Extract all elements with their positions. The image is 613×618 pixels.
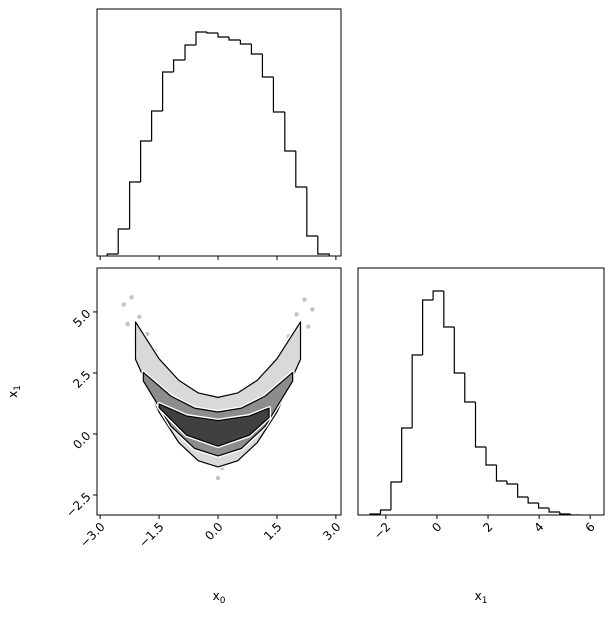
axis-label-sub: 1 xyxy=(13,385,23,391)
histogram-step xyxy=(250,44,263,55)
histogram-step xyxy=(228,37,241,41)
contour xyxy=(142,371,294,457)
histogram-step xyxy=(239,40,252,45)
histogram-step xyxy=(485,447,497,466)
scatter-point xyxy=(294,312,299,317)
histogram-step xyxy=(432,290,444,300)
histogram-step xyxy=(184,44,197,60)
histogram-step xyxy=(495,465,507,482)
histogram-step xyxy=(306,187,318,237)
histogram-step xyxy=(129,181,141,229)
histogram-step xyxy=(422,299,434,355)
histogram-step xyxy=(151,110,163,141)
axis-label-sub: 1 xyxy=(482,596,488,606)
scatter-point xyxy=(302,297,307,302)
axes-frame xyxy=(96,8,342,257)
histogram-step xyxy=(261,54,274,78)
axis-label: x1 xyxy=(475,589,488,606)
axes-frame xyxy=(357,267,605,516)
histogram-step xyxy=(379,509,391,514)
histogram-step xyxy=(464,373,476,403)
axis-label-sub: 0 xyxy=(220,596,226,606)
histogram-step xyxy=(117,228,130,254)
histogram-step xyxy=(506,481,518,485)
histogram-step xyxy=(317,236,330,256)
scatter-point xyxy=(215,475,221,481)
histogram-step xyxy=(284,112,296,152)
histogram-step xyxy=(538,503,550,509)
plot-area xyxy=(369,290,581,515)
histogram-step xyxy=(140,140,152,182)
histogram-step xyxy=(295,151,307,188)
histogram-step xyxy=(517,484,529,498)
histogram-step xyxy=(217,33,230,38)
histogram-step xyxy=(453,327,465,374)
plot-area xyxy=(121,295,315,481)
histogram-step xyxy=(569,514,581,515)
histogram-step xyxy=(390,481,402,510)
scatter-point xyxy=(306,324,311,329)
histogram-step xyxy=(162,71,174,111)
axis-label-base: x xyxy=(475,589,482,603)
histogram-step xyxy=(548,508,560,513)
axis-label-base: x xyxy=(6,391,20,398)
scatter-point xyxy=(310,307,315,312)
plot-area xyxy=(106,31,330,256)
histogram-step xyxy=(206,32,219,34)
histogram-step xyxy=(443,291,455,328)
histogram-step xyxy=(401,427,413,482)
histogram-step xyxy=(559,512,571,515)
histogram-step xyxy=(195,31,208,45)
scatter-point xyxy=(137,314,142,320)
contour xyxy=(158,403,270,447)
histogram-step xyxy=(474,402,486,448)
histogram-step xyxy=(527,497,539,504)
axis-label: x0 xyxy=(213,589,226,606)
axis-label: x1 xyxy=(6,385,23,398)
axis-label-base: x xyxy=(213,589,220,603)
histogram-step xyxy=(173,59,186,72)
histogram-step xyxy=(272,77,285,113)
scatter-point xyxy=(125,321,130,327)
scatter-point xyxy=(121,302,126,307)
histogram-step xyxy=(106,253,119,256)
axes-frame xyxy=(96,267,342,516)
histogram-step xyxy=(411,354,423,428)
scatter-point xyxy=(129,295,134,300)
